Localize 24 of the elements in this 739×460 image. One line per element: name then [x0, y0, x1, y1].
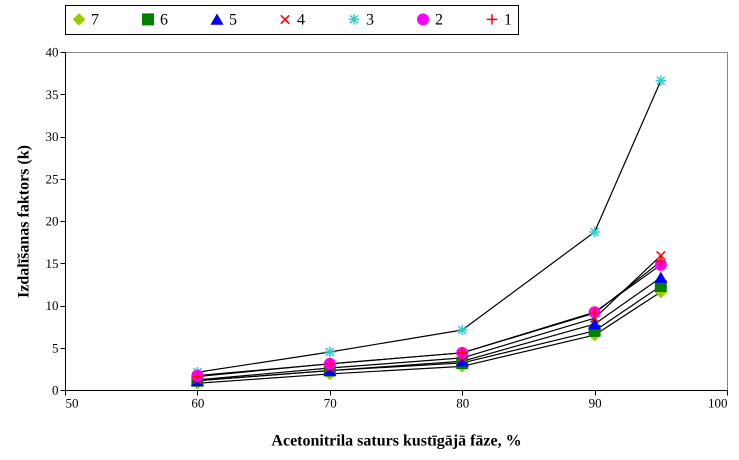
- y-tick-label: 5: [52, 340, 58, 356]
- y-axis-title: Izdalīšanas faktors (k): [16, 145, 32, 298]
- x-tick-label: 70: [324, 396, 337, 410]
- legend-label: 1: [504, 11, 512, 28]
- x-tick-label: 80: [456, 396, 470, 410]
- y-tick-label: 20: [46, 214, 58, 228]
- legend-label: 4: [297, 12, 305, 28]
- y-tick-label: 15: [46, 256, 58, 271]
- x-tick-label: 100: [708, 396, 728, 410]
- legend-label: 3: [366, 11, 374, 28]
- x-tick-label: 50: [66, 396, 78, 410]
- x-axis-title: Acetonitrila saturs kustīgājā fāze, %: [271, 432, 522, 450]
- y-tick-label: 0: [52, 382, 58, 398]
- y-tick-label: 40: [46, 44, 58, 60]
- legend-label: 7: [91, 11, 99, 28]
- y-tick-label: 35: [46, 86, 58, 102]
- legend-label: 2: [435, 11, 443, 28]
- x-tick-label: 90: [588, 396, 602, 410]
- y-tick-label: 10: [46, 298, 58, 313]
- y-tick-label: 30: [46, 129, 58, 144]
- x-tick-label: 60: [191, 396, 204, 410]
- y-tick-label: 25: [46, 171, 58, 186]
- legend-label: 6: [160, 11, 168, 28]
- legend-label: 5: [229, 12, 237, 28]
